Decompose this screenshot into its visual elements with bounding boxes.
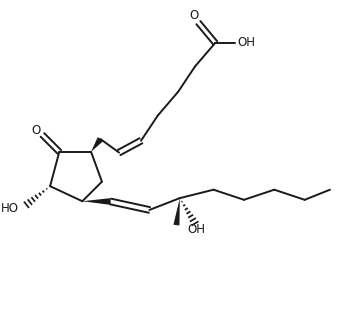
Polygon shape — [173, 198, 180, 225]
Text: O: O — [189, 9, 199, 23]
Polygon shape — [91, 137, 103, 152]
Text: HO: HO — [1, 202, 19, 215]
Text: OH: OH — [187, 223, 205, 236]
Text: OH: OH — [238, 36, 256, 49]
Text: O: O — [32, 124, 41, 137]
Polygon shape — [82, 198, 111, 205]
